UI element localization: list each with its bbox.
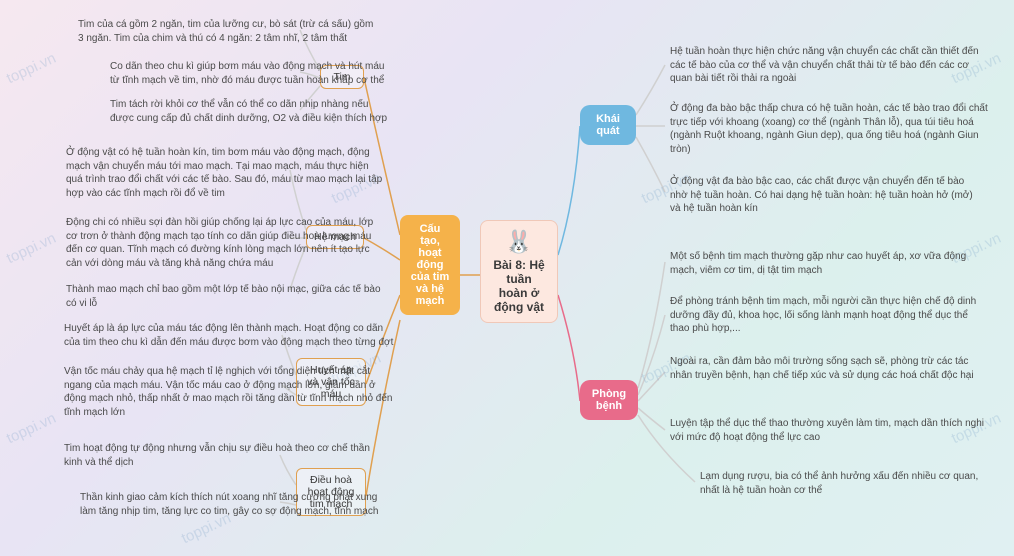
left-leaf: Tim tách rời khỏi cơ thể vẫn có thể co d…: [110, 98, 390, 125]
connector: [638, 408, 665, 430]
left-hub-label: Cấu tạo, hoạt động của tim và hệ mạch: [410, 223, 450, 307]
right-leaf: Luyện tập thể dục thể thao thường xuyên …: [670, 417, 990, 444]
left-leaf: Co dãn theo chu kì giúp bơm máu vào động…: [110, 60, 390, 87]
left-leaf: Tim của cá gồm 2 ngăn, tim của lưỡng cư,…: [78, 18, 378, 45]
left-hub-node: Cấu tạo, hoạt động của tim và hệ mạch: [400, 215, 460, 315]
right-leaf: Ở động đa bào bậc thấp chưa có hệ tuần h…: [670, 102, 990, 156]
watermark: toppi.vn: [4, 230, 59, 268]
watermark: toppi.vn: [4, 410, 59, 448]
center-title: Bài 8: Hệ tuần hoàn ở động vật: [491, 258, 547, 314]
connector: [638, 315, 665, 395]
left-leaf: Thành mao mạch chỉ bao gồm một lớp tế bà…: [66, 283, 386, 310]
right-leaf: Ngoài ra, cần đảm bảo môi trường sống sạ…: [670, 355, 980, 382]
right-hub1-label: Khái quát: [590, 113, 626, 137]
watermark: toppi.vn: [4, 50, 59, 88]
right-leaf: Để phòng tránh bệnh tim mạch, mỗi người …: [670, 295, 990, 336]
left-leaf: Huyết áp là áp lực của máu tác động lên …: [64, 322, 394, 349]
rabbit-icon: 🐰: [505, 229, 532, 255]
connector: [638, 262, 665, 388]
right-leaf: Một số bệnh tim mạch thường gặp như cao …: [670, 250, 980, 277]
left-leaf: Vận tốc máu chảy qua hệ mạch tỉ lệ nghịc…: [64, 365, 394, 419]
left-leaf: Tim hoạt động tự động nhưng vẫn chịu sự …: [64, 442, 384, 469]
connector: [558, 126, 580, 255]
connector: [636, 137, 665, 192]
left-leaf: Động chi có nhiều sợi đàn hồi giúp chống…: [66, 216, 386, 270]
right-hub-phong-benh: Phòng bệnh: [580, 380, 638, 420]
connector: [636, 65, 665, 115]
connector: [638, 372, 665, 401]
left-leaf: Thần kinh giao cảm kích thích nút xoang …: [80, 491, 390, 518]
right-leaf: Hệ tuần hoàn thực hiện chức năng vận chu…: [670, 45, 980, 86]
center-node: 🐰 Bài 8: Hệ tuần hoàn ở động vật: [480, 220, 558, 323]
right-leaf: Lạm dụng rượu, bia có thể ảnh hưởng xấu …: [700, 470, 990, 497]
right-hub-khai-quat: Khái quát: [580, 105, 636, 145]
right-hub2-label: Phòng bệnh: [590, 388, 628, 412]
left-leaf: Ở động vật có hệ tuần hoàn kín, tim bơm …: [66, 146, 386, 200]
right-leaf: Ở động vật đa bào bậc cao, các chất được…: [670, 175, 980, 216]
connector: [558, 295, 580, 401]
